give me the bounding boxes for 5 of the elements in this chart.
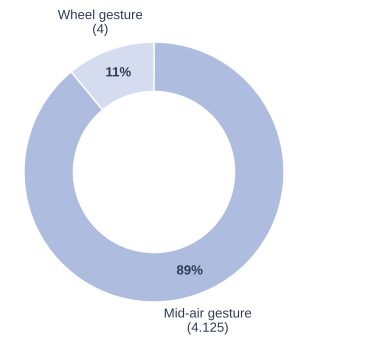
donut-slice	[23, 41, 285, 303]
data-label: 89%	[176, 265, 203, 275]
slice-label: Mid-air gesture (4.125)	[164, 308, 252, 334]
data-label: 11%	[106, 67, 131, 76]
slice-label: Wheel gesture (4)	[58, 10, 142, 36]
